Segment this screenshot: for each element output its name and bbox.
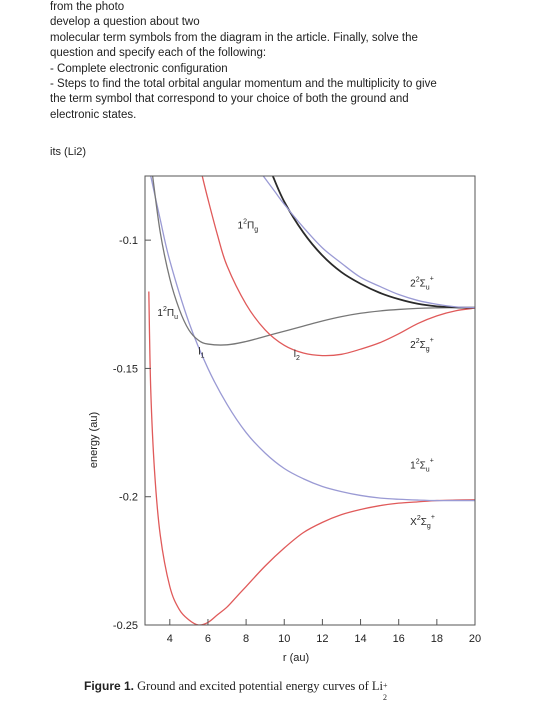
question-line: develop a question about two bbox=[50, 16, 200, 29]
molecule-label: its (Li2) bbox=[50, 146, 87, 158]
curve-label-L2: l2 bbox=[294, 349, 300, 362]
series-line-3 bbox=[201, 176, 475, 357]
curve-label-2Su: 22Σu+ bbox=[410, 275, 434, 291]
x-tick-label: 8 bbox=[243, 633, 249, 645]
caption-text: Ground and excited potential energy curv… bbox=[137, 679, 384, 693]
caption-superscript: + bbox=[383, 681, 388, 690]
plot-frame bbox=[144, 175, 476, 626]
figure-label: Figure 1. bbox=[84, 679, 135, 693]
question-line: electronic states. bbox=[50, 108, 137, 121]
series-line-2 bbox=[151, 176, 475, 346]
question-line: from the photo bbox=[50, 1, 125, 13]
question-line: - Steps to find the total orbital angula… bbox=[50, 78, 437, 91]
caption-subscript: 2 bbox=[383, 693, 388, 702]
series-line-4 bbox=[271, 176, 475, 309]
x-tick-label: 16 bbox=[393, 633, 405, 645]
curve-label-1Su: 12Σu+ bbox=[410, 457, 434, 473]
question-line: the term symbol that correspond to your … bbox=[50, 93, 409, 106]
question-line: molecular term symbols from the diagram … bbox=[50, 31, 418, 44]
series-line-0 bbox=[148, 291, 475, 625]
x-tick-label: 4 bbox=[167, 633, 173, 645]
x-tick-label: 18 bbox=[431, 633, 443, 645]
x-tick-label: 20 bbox=[469, 633, 481, 645]
question-line: - Complete electronic configuration bbox=[50, 62, 228, 75]
curve-label-1Pu: 12Πu bbox=[157, 306, 178, 321]
axes-group: 4 6 8 10 12 14 16 18 20 -0.1 -0.15 -0.2 -0.25 bbox=[113, 235, 481, 645]
curves-group bbox=[148, 176, 475, 625]
x-tick-label: 6 bbox=[205, 633, 211, 645]
y-axis-label: energy (au) bbox=[88, 412, 100, 468]
y-tick-label: -0.15 bbox=[113, 363, 138, 375]
y-tick-label: -0.1 bbox=[119, 235, 138, 247]
curve-labels-group: X2Σg+ 12Σu+ 22Σg+ 22Σu+ 12Πu 12Πg l1 l2 bbox=[157, 219, 435, 530]
x-tick-label: 14 bbox=[354, 633, 366, 645]
y-tick-label: -0.2 bbox=[119, 492, 138, 504]
figure-caption: Figure 1. Ground and excited potential e… bbox=[84, 679, 390, 702]
x-axis-label: r (au) bbox=[283, 652, 309, 664]
curve-label-1Pg: 12Πg bbox=[238, 219, 259, 234]
series-line-5 bbox=[262, 176, 475, 309]
curve-label-2Sg: 22Σg+ bbox=[410, 337, 434, 353]
x-tick-label: 12 bbox=[316, 633, 328, 645]
series-line-1 bbox=[150, 176, 475, 502]
y-tick-label: -0.25 bbox=[113, 620, 138, 632]
question-text: from the photo develop a question about … bbox=[50, 0, 490, 123]
curve-label-L1: l1 bbox=[198, 346, 204, 359]
x-tick-label: 10 bbox=[278, 633, 290, 645]
question-line: question and specify each of the followi… bbox=[50, 47, 267, 60]
curve-label-X: X2Σg+ bbox=[410, 514, 435, 530]
